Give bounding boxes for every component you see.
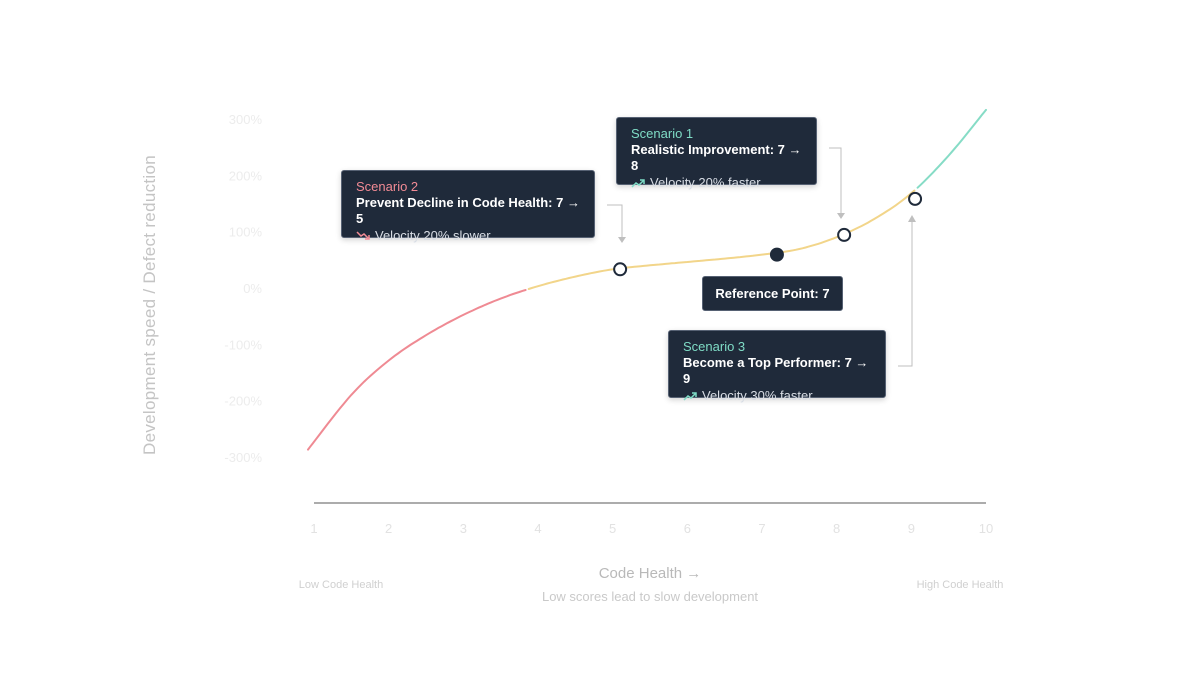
x-tick-label: 1 <box>310 521 317 536</box>
connector-scenario1 <box>829 147 842 218</box>
scenario-1-velocity-row: Velocity 20% faster <box>631 174 802 191</box>
scenario-1-tag: Scenario 1 <box>631 126 694 141</box>
x-tick-label: 7 <box>758 521 765 536</box>
scenario-1-title: Realistic Improvement: 7 → 8 <box>631 142 802 173</box>
trend-down-icon <box>356 230 370 240</box>
scenario-3-velocity-row: Velocity 30% faster <box>683 387 871 404</box>
y-tick-label: 200% <box>229 168 263 183</box>
connector-lines <box>607 147 916 367</box>
x-tick-label: 4 <box>534 521 541 536</box>
scenario-2-tag: Scenario 2 <box>356 179 419 194</box>
y-tick-label: 0% <box>243 281 262 296</box>
x-axis-label: Code Health → <box>599 565 702 582</box>
connector-scenario3 <box>898 220 913 367</box>
connector-scenario2-arrow <box>618 237 626 243</box>
y-tick-labels: 300% 200% 100% 0% -100% -200% -300% <box>224 112 262 465</box>
data-points <box>613 191 923 277</box>
scenario-3-velocity: Velocity 30% faster <box>702 388 813 403</box>
y-axis-label: Development speed / Defect reduction <box>140 155 159 455</box>
reference-point-marker <box>769 247 784 262</box>
scenario-2-velocity: Velocity 20% slower <box>375 228 491 243</box>
connector-scenario3-arrow <box>908 215 916 222</box>
y-tick-label: -300% <box>224 450 262 465</box>
curve-low-segment <box>307 289 527 451</box>
y-tick-label: -200% <box>224 394 262 409</box>
y-tick-label: 300% <box>229 112 263 127</box>
scenario-3-card: Scenario 3 Become a Top Performer: 7 → 9… <box>668 330 886 403</box>
x-tick-label: 8 <box>833 521 840 536</box>
scenario-3-tag: Scenario 3 <box>683 339 746 354</box>
x-tick-label: 3 <box>460 521 467 536</box>
x-tick-label: 6 <box>684 521 691 536</box>
reference-point-label: Reference Point: 7 <box>702 276 843 311</box>
x-axis-sublabel: Low scores lead to slow development <box>542 589 758 604</box>
scenario-point-marker <box>837 227 852 242</box>
x-tick-label: 9 <box>908 521 915 536</box>
x-tick-label: 10 <box>979 521 993 536</box>
scenario-point-marker <box>908 191 923 206</box>
scenario-2-card: Scenario 2 Prevent Decline in Code Healt… <box>341 170 595 243</box>
low-code-health-label: Low Code Health <box>299 579 383 591</box>
curve-high-segment <box>916 108 987 189</box>
connector-scenario1-arrow <box>837 213 845 219</box>
trend-up-icon <box>683 391 697 401</box>
y-tick-label: -100% <box>224 337 262 352</box>
trend-up-icon <box>631 178 645 188</box>
scenario-1-velocity: Velocity 20% faster <box>650 175 761 190</box>
scenario-1-card: Scenario 1 Realistic Improvement: 7 → 8 … <box>616 117 817 190</box>
scenario-2-velocity-row: Velocity 20% slower <box>356 227 580 244</box>
scenario-2-title: Prevent Decline in Code Health: 7 → 5 <box>356 195 580 226</box>
y-tick-label: 100% <box>229 225 263 240</box>
x-tick-label: 5 <box>609 521 616 536</box>
scenario-3-title: Become a Top Performer: 7 → 9 <box>683 355 869 386</box>
x-tick-label: 2 <box>385 521 392 536</box>
scenario-point-marker <box>613 262 628 277</box>
x-tick-labels: 1 2 3 4 5 6 7 8 9 10 <box>310 521 993 536</box>
high-code-health-label: High Code Health <box>917 579 1004 591</box>
connector-scenario2 <box>607 204 623 242</box>
